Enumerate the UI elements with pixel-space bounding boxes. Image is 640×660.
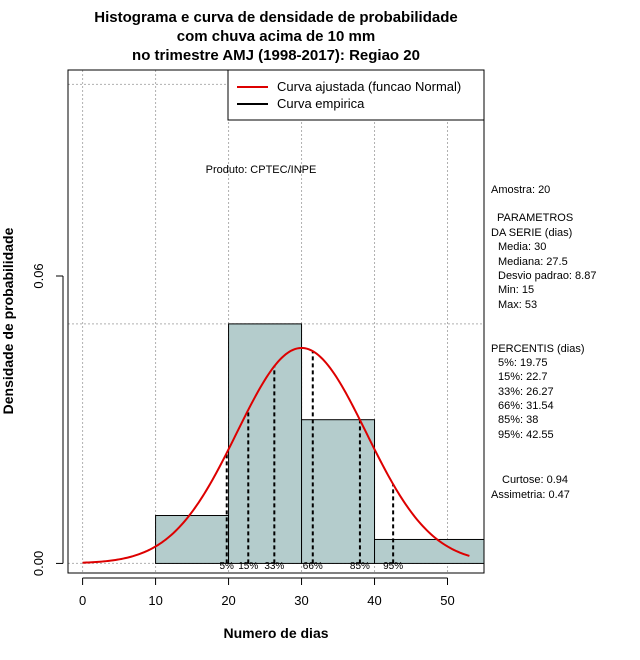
legend-box — [227, 69, 485, 121]
percentile-lines: 5% 15% 33% 66% 85% 95% — [220, 351, 403, 572]
percentil-5: 5%: 19.75 — [498, 357, 548, 369]
x-tick-label-3: 30 — [294, 593, 308, 608]
param-desvio: Desvio padrao: 8.87 — [498, 270, 596, 282]
curtose: Curtose: 0.94 — [502, 474, 568, 486]
param-mediana: Mediana: 27.5 — [498, 256, 568, 268]
chart-title-line-2: com chuva acima de 10 mm — [177, 28, 375, 45]
product-annotation: Produto: CPTEC/INPE — [206, 164, 317, 176]
axes-layer: 0 10 20 30 40 50 0.00 0.06 — [31, 263, 455, 608]
histogram-bar-0 — [155, 515, 230, 564]
assimetria: Assimetria: 0.47 — [491, 489, 570, 501]
percentil-95: 95%: 42.55 — [498, 429, 554, 441]
x-axis-title: Numero de dias — [223, 625, 328, 641]
statistics-panel: Amostra: 20 PARAMETROS DA SERIE (dias) M… — [491, 184, 596, 501]
y-tick-label-0: 0.00 — [31, 551, 46, 576]
param-max: Max: 53 — [498, 299, 537, 311]
y-axis-title: Densidade de probabilidade — [0, 227, 16, 414]
percentile-label-66: 66% — [303, 561, 323, 572]
x-tick-label-0: 0 — [79, 593, 86, 608]
legend: Curva ajustada (funcao Normal) Curva emp… — [227, 69, 485, 121]
percentil-66: 66%: 31.54 — [498, 400, 554, 412]
histogram-bar-3 — [374, 538, 485, 564]
params-title-2: DA SERIE (dias) — [491, 227, 572, 239]
x-tick-label-4: 40 — [367, 593, 381, 608]
y-tick-label-1: 0.06 — [31, 263, 46, 288]
curve-layer — [82, 346, 470, 564]
percentil-85: 85%: 38 — [498, 414, 538, 426]
legend-normal-label: Curva ajustada (funcao Normal) — [277, 79, 461, 94]
percentile-label-5: 5% — [220, 561, 235, 572]
legend-empirical-label: Curva empirica — [277, 96, 365, 111]
percentile-label-15: 15% — [238, 561, 258, 572]
chart-title-line-3: no trimestre AMJ (1998-2017): Regiao 20 — [132, 47, 420, 64]
percentile-label-95: 95% — [383, 561, 403, 572]
param-media: Media: 30 — [498, 241, 546, 253]
percentile-label-33: 33% — [264, 561, 284, 572]
bars-layer — [155, 323, 485, 564]
percentile-label-85: 85% — [350, 561, 370, 572]
histogram-bar-1 — [228, 323, 303, 564]
percentis-title: PERCENTIS (dias) — [491, 343, 585, 355]
normal-curve — [82, 346, 470, 564]
x-tick-label-1: 10 — [148, 593, 162, 608]
percentil-15: 15%: 22.7 — [498, 371, 548, 383]
percentil-33: 33%: 26.27 — [498, 386, 554, 398]
sample-size: Amostra: 20 — [491, 184, 550, 196]
x-tick-label-2: 20 — [221, 593, 235, 608]
param-min: Min: 15 — [498, 284, 534, 296]
chart-title-line-1: Histograma e curva de densidade de proba… — [94, 9, 457, 26]
params-title-1: PARAMETROS — [497, 212, 573, 224]
x-tick-label-5: 50 — [440, 593, 454, 608]
